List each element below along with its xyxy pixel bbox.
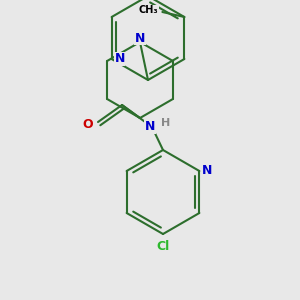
Text: N: N (202, 164, 213, 178)
Text: N: N (114, 52, 125, 65)
Text: N: N (135, 32, 145, 44)
Text: CH₃: CH₃ (139, 5, 158, 15)
Text: O: O (83, 118, 93, 130)
Text: N: N (145, 121, 155, 134)
Text: H: H (161, 118, 171, 128)
Text: Cl: Cl (156, 239, 170, 253)
